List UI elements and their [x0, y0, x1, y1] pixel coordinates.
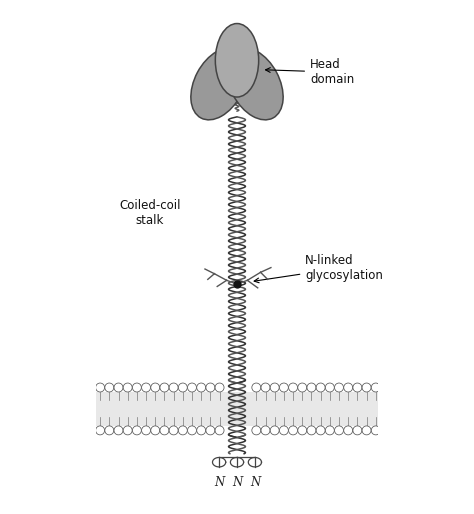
Text: N: N — [232, 476, 242, 489]
Circle shape — [252, 383, 261, 392]
Text: N-linked
glycosylation: N-linked glycosylation — [254, 253, 383, 283]
Circle shape — [188, 426, 197, 435]
Circle shape — [353, 426, 362, 435]
Circle shape — [279, 383, 288, 392]
Ellipse shape — [191, 48, 247, 120]
Circle shape — [325, 383, 334, 392]
Circle shape — [105, 426, 114, 435]
Circle shape — [362, 383, 371, 392]
Text: Coiled-coil
stalk: Coiled-coil stalk — [119, 199, 181, 227]
Circle shape — [344, 426, 353, 435]
Circle shape — [289, 426, 298, 435]
Circle shape — [114, 383, 123, 392]
Ellipse shape — [227, 48, 283, 120]
Circle shape — [261, 383, 270, 392]
Circle shape — [197, 426, 206, 435]
Circle shape — [206, 383, 215, 392]
Circle shape — [96, 426, 105, 435]
Circle shape — [316, 426, 325, 435]
Circle shape — [289, 383, 298, 392]
Text: N: N — [250, 476, 260, 489]
Circle shape — [160, 383, 169, 392]
Circle shape — [96, 383, 105, 392]
Circle shape — [197, 383, 206, 392]
Circle shape — [215, 426, 224, 435]
Circle shape — [160, 426, 169, 435]
Circle shape — [298, 383, 307, 392]
Circle shape — [307, 383, 316, 392]
Circle shape — [169, 426, 178, 435]
Circle shape — [142, 383, 151, 392]
Circle shape — [325, 426, 334, 435]
Circle shape — [188, 383, 197, 392]
Circle shape — [178, 426, 187, 435]
Circle shape — [371, 426, 380, 435]
Circle shape — [362, 426, 371, 435]
Circle shape — [178, 383, 187, 392]
Circle shape — [270, 426, 279, 435]
Circle shape — [215, 383, 224, 392]
Circle shape — [261, 426, 270, 435]
Circle shape — [353, 383, 362, 392]
Circle shape — [132, 383, 141, 392]
Circle shape — [142, 426, 151, 435]
Text: N: N — [214, 476, 224, 489]
Circle shape — [371, 383, 380, 392]
Circle shape — [151, 426, 160, 435]
Circle shape — [132, 426, 141, 435]
Circle shape — [307, 426, 316, 435]
Circle shape — [316, 383, 325, 392]
Text: Head
domain: Head domain — [265, 58, 354, 86]
Circle shape — [169, 383, 178, 392]
Ellipse shape — [215, 24, 259, 97]
Circle shape — [335, 383, 344, 392]
Circle shape — [123, 383, 132, 392]
Circle shape — [279, 426, 288, 435]
Circle shape — [206, 426, 215, 435]
Circle shape — [335, 426, 344, 435]
Circle shape — [270, 383, 279, 392]
Circle shape — [344, 383, 353, 392]
Circle shape — [114, 426, 123, 435]
Circle shape — [298, 426, 307, 435]
Circle shape — [105, 383, 114, 392]
Circle shape — [151, 383, 160, 392]
Circle shape — [252, 426, 261, 435]
Bar — [96, 392, 378, 426]
Circle shape — [123, 426, 132, 435]
